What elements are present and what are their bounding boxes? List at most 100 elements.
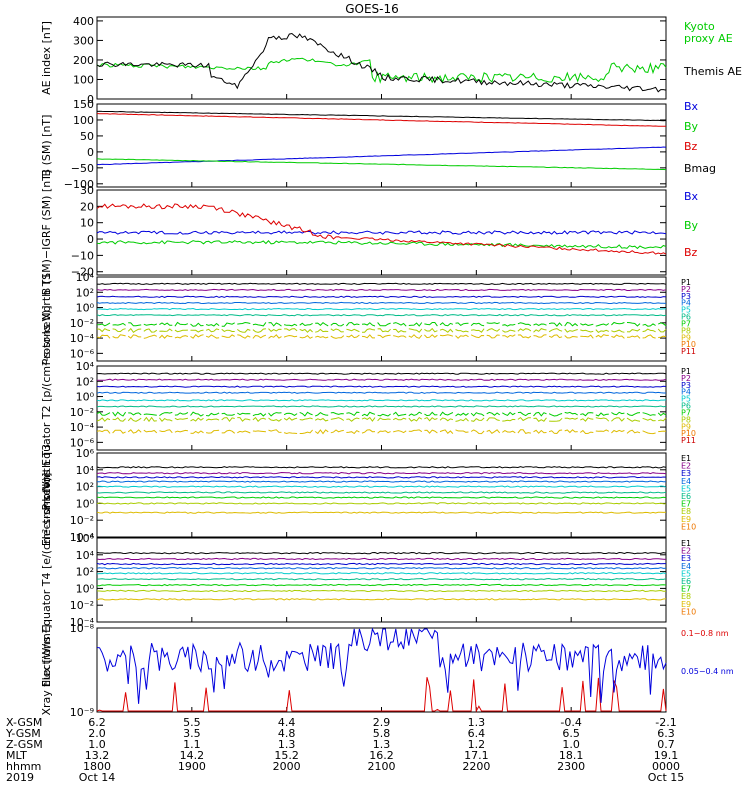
panel-5-series-p1	[96, 372, 667, 375]
ephemeris-row-x-gsm: X-GSM 6.2 5.5 4.4 2.9 1.3 -0.4 -2.1	[0, 717, 750, 728]
panel-2-series-bz	[96, 113, 667, 127]
ephemeris-row-z-gsm: Z-GSM 1.0 1.1 1.3 1.3 1.2 1.0 0.7	[0, 739, 750, 750]
panel-1-legend-kyoto-proxy-ae: proxy AE	[684, 32, 733, 45]
panel-3-legend-by: By	[684, 219, 699, 232]
panel-7-series-e1	[96, 551, 667, 555]
ephemeris-value: 14.2	[179, 749, 205, 762]
ephemeris-value: 1.2	[467, 738, 486, 751]
panel-5-legend-p11: P11	[681, 436, 696, 445]
panel-7-series-e9	[96, 598, 667, 601]
panel-6-legend-e7: E7	[681, 500, 691, 509]
panel-7-series-e7	[96, 583, 667, 587]
ephemeris-row-hhmm: hhmm 1800 1900 2000 2100 2200 2300 0000	[0, 761, 750, 772]
ephemeris-value: 1.0	[88, 738, 106, 751]
ephemeris-value: 1.3	[372, 738, 391, 751]
panel-2-legend-by: By	[684, 120, 699, 133]
panel-5-ytick-label: 10⁻⁶	[70, 436, 95, 449]
panel-6-ytick-label: 10²	[76, 481, 94, 494]
panel-6-legend-e4: E4	[681, 477, 691, 486]
ephemeris-value: 16.2	[369, 749, 394, 762]
panel-4-ytick-label: 10⁻⁴	[70, 332, 95, 345]
panel-6-legend-e6: E6	[681, 492, 691, 501]
panel-7-legend-e3: E3	[681, 554, 691, 563]
panel-7-legend-e9: E9	[681, 600, 691, 609]
panel-3-series-bx	[96, 230, 667, 235]
ephemeris-value: Oct 14	[78, 771, 116, 784]
ephemeris-value: -0.4	[560, 716, 582, 729]
ephemeris-row-2019: 2019 Oct 14 Oct 15	[0, 772, 750, 783]
panel-5-legend-p8: P8	[681, 415, 691, 424]
ephemeris-value: 0.7	[657, 738, 675, 751]
panel-5-legend-p7: P7	[681, 408, 691, 417]
panel-1-series-kyoto-proxy-ae	[96, 57, 667, 84]
panel-5-legend-p4: P4	[681, 388, 691, 397]
panel-6-series-e9	[96, 511, 667, 514]
panel-5-ytick-label: 10⁻²	[70, 406, 94, 419]
panel-2-legend-bx: Bx	[684, 100, 699, 113]
panel-6-legend-e2: E2	[681, 462, 691, 471]
panel-7-legend-e7: E7	[681, 585, 691, 594]
panel-4-ytick-label: 10²	[76, 286, 94, 299]
panel-7-ytick-label: 10⁶	[76, 532, 95, 545]
panel-4-ytick-label: 10⁻²	[70, 317, 94, 330]
panel-5-legend-p1: P1	[681, 367, 691, 376]
panel-4-series-p9	[96, 333, 667, 339]
panel-7-legend-e4: E4	[681, 562, 691, 571]
panel-2-ytick-label: 150	[73, 98, 94, 111]
panel-1-ytick-label: 200	[73, 54, 94, 67]
panel-2-ytick-label: 100	[73, 114, 94, 127]
panel-4-series-p8	[96, 327, 667, 334]
ephemeris-row-mlt: MLT 13.2 14.2 15.2 16.2 17.1 18.1 19.1	[0, 750, 750, 761]
ephemeris-value: 1.1	[183, 738, 201, 751]
panel-6-legend-e3: E3	[681, 469, 691, 478]
panel-1-legend-kyoto-proxy-ae: Kyoto	[684, 20, 715, 33]
panel-1-legend-themis-ae: Themis AE	[683, 65, 742, 78]
panel-6-ytick-label: 10⁻⁴	[70, 531, 95, 544]
panel-7-legend-e8: E8	[681, 592, 691, 601]
panel-3-ylabel: B (SM)−IGRF (SM) [nT]	[40, 170, 53, 295]
panel-1-ylabel: AE index [nT]	[40, 21, 53, 95]
panel-7-legend-e6: E6	[681, 577, 691, 586]
panel-5-legend-p3: P3	[681, 381, 691, 390]
panel-4-ytick-label: 10⁴	[76, 271, 95, 284]
panel-4-legend-p3: P3	[681, 292, 691, 301]
ephemeris-value: 1800	[83, 760, 111, 773]
ephemeris-value: -2.1	[655, 716, 677, 729]
ephemeris-row-label: Y-GSM	[6, 727, 41, 740]
panel-7-series-e8	[96, 589, 667, 593]
ephemeris-value: 13.2	[84, 749, 110, 762]
panel-6-series-e2	[96, 471, 667, 475]
ephemeris-row-y-gsm: Y-GSM 2.0 3.5 4.8 5.8 6.4 6.5 6.3	[0, 728, 750, 739]
panel-5-series-p5	[96, 399, 667, 402]
ephemeris-value: 19.1	[653, 749, 679, 762]
panel-7-ytick-label: 10⁰	[76, 582, 95, 595]
panel-6-series-e5	[96, 485, 667, 488]
ephemeris-value: 2.9	[372, 716, 391, 729]
panel-1-ytick-label: 400	[73, 15, 94, 28]
panel-2-series-bmag	[96, 110, 667, 122]
ephemeris-value: 1.3	[277, 738, 296, 751]
ephemeris-value: 2200	[462, 760, 491, 773]
panel-8-series-0-05-0-4-nm	[96, 627, 667, 704]
panel-4-legend-p6: P6	[681, 313, 691, 322]
panel-4-series-p6	[96, 314, 667, 317]
panel-7-series-e3	[96, 562, 666, 566]
panel-5-ytick-label: 10⁰	[76, 391, 95, 404]
panel-6-series-e6	[96, 491, 667, 494]
panel-3-ytick-label: 20	[80, 200, 94, 213]
panel-2-ytick-label: 50	[80, 130, 94, 143]
ephemeris-row-label: Z-GSM	[6, 738, 43, 751]
ephemeris-value: Oct 15	[647, 771, 685, 784]
panel-6-ylabel: Electrons North T3	[40, 444, 53, 546]
panel-5-series-p6	[96, 405, 667, 408]
panel-4-series-p3	[96, 295, 667, 298]
panel-4-series-p5	[96, 307, 667, 311]
ephemeris-value: 6.2	[88, 716, 106, 729]
panel-2-ytick-label: −50	[71, 162, 94, 175]
panel-7-series-e5	[96, 572, 667, 575]
ephemeris-row-label: MLT	[6, 749, 27, 762]
panel-5-ytick-label: 10²	[76, 375, 94, 388]
panel-6-legend-e1: E1	[681, 454, 691, 463]
panel-2-ytick-label: −100	[64, 178, 94, 191]
panel-6-series-e7	[96, 496, 667, 499]
